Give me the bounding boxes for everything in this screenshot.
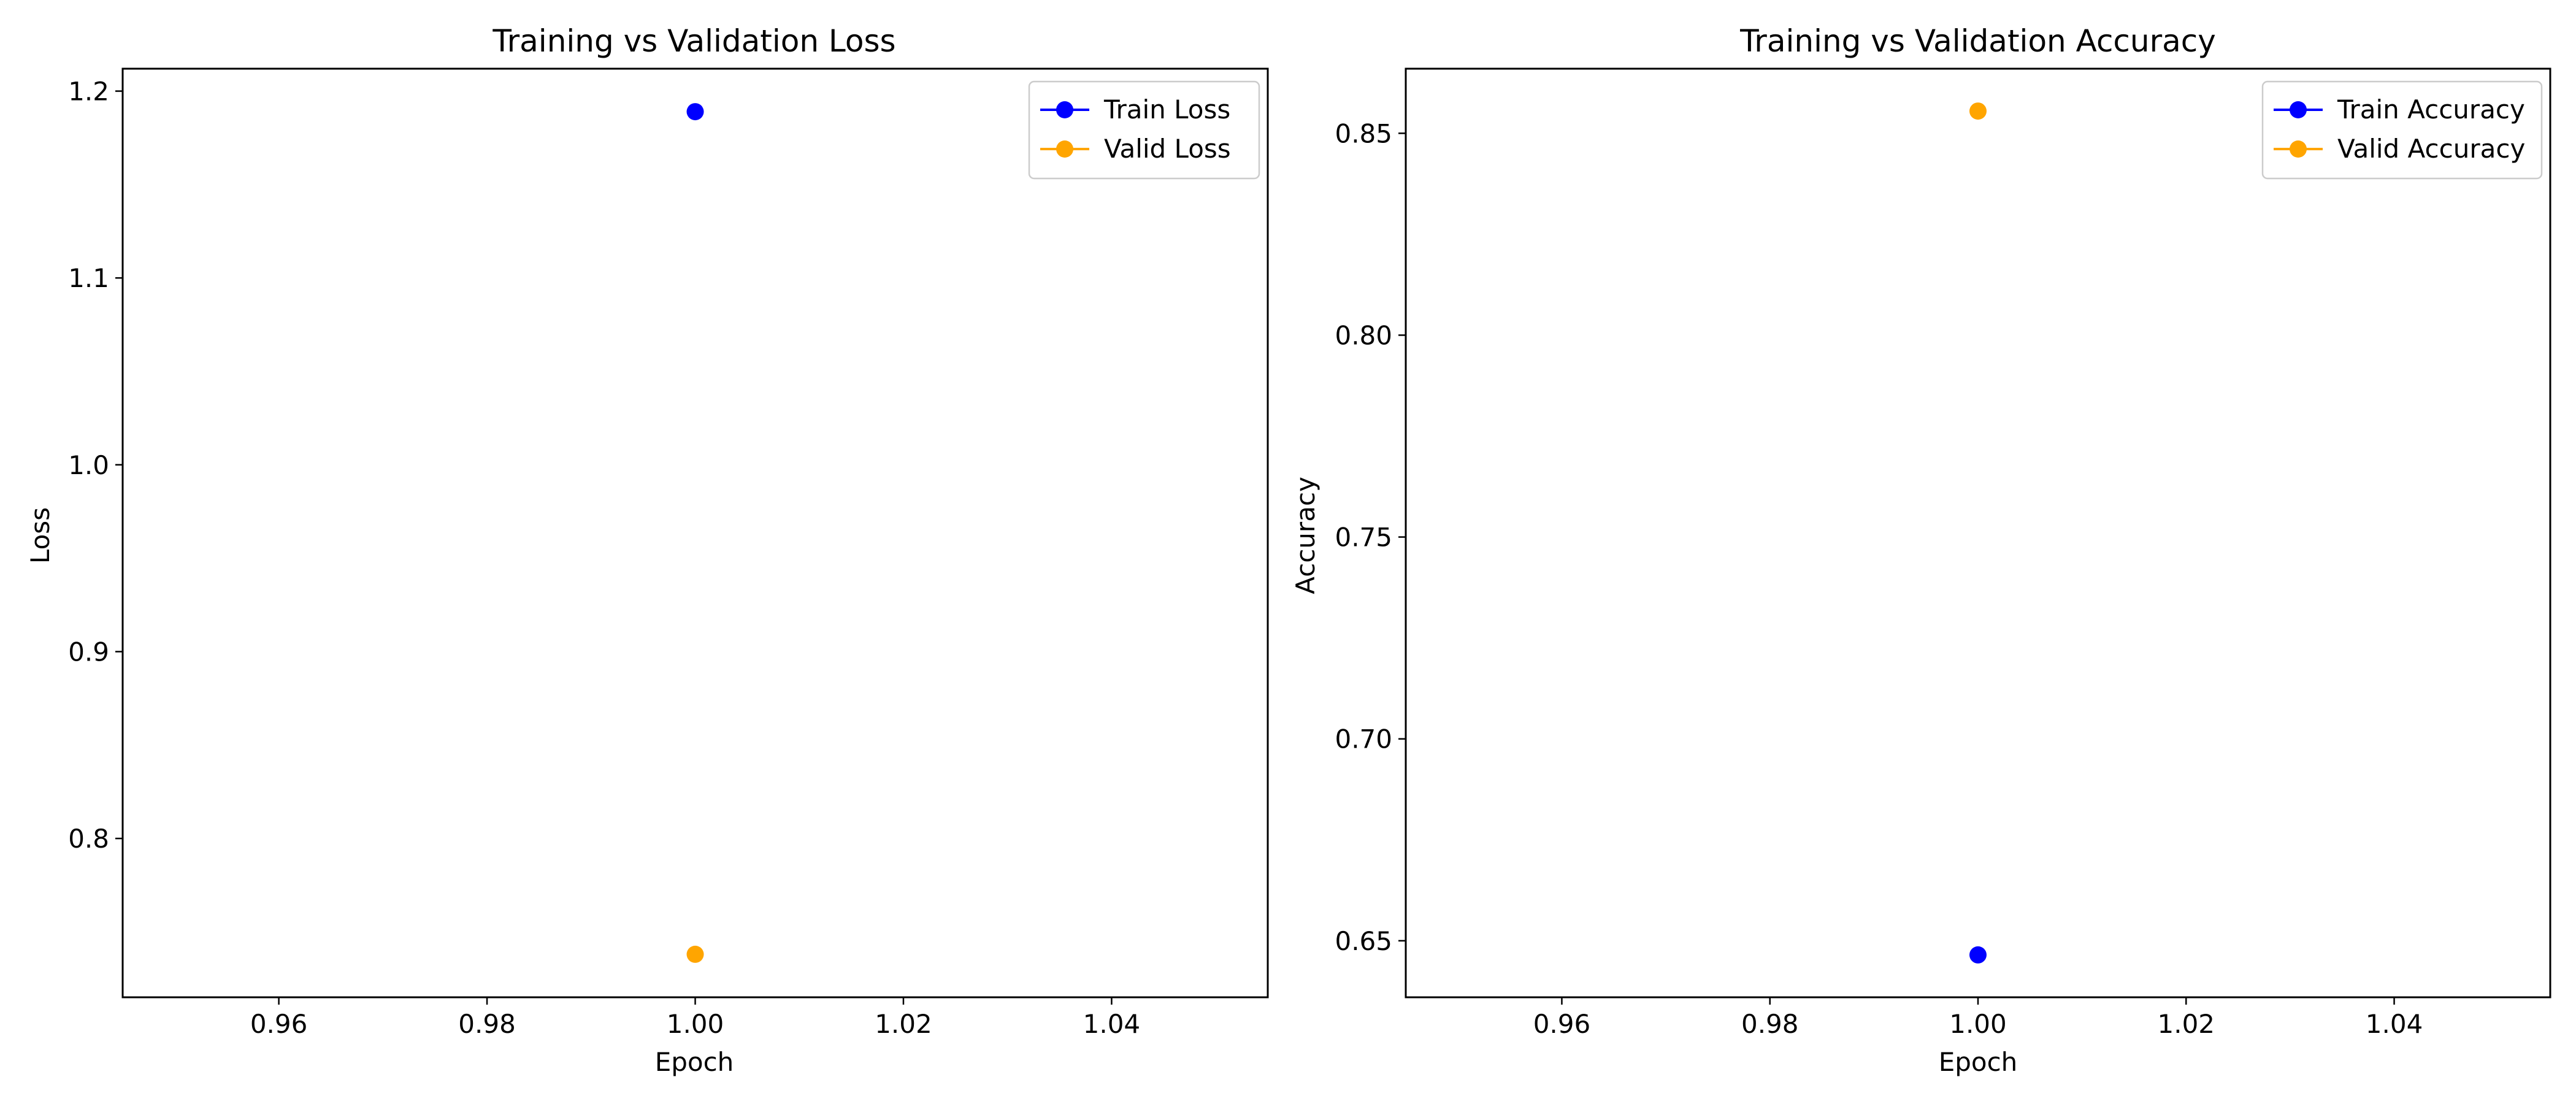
loss-legend-box — [1028, 80, 1260, 180]
accuracy-legend-label: Valid Accuracy — [2337, 134, 2525, 164]
accuracy-y-tick-label: 0.85 — [1335, 118, 1392, 148]
loss-x-tick-label: 0.96 — [250, 1009, 308, 1039]
loss-y-tick-label: 1.1 — [68, 263, 109, 293]
loss-y-tick-label: 1.2 — [68, 77, 109, 107]
loss-y-tick-label: 1.0 — [68, 450, 109, 480]
loss-x-tick-label: 1.02 — [875, 1009, 932, 1039]
accuracy-chart-title: Training vs Validation Accuracy — [1739, 23, 2216, 59]
accuracy-y-axis-label: Accuracy — [1290, 477, 1321, 594]
loss-x-axis-label: Epoch — [655, 1047, 734, 1077]
loss-legend-label: Valid Loss — [1104, 134, 1231, 164]
loss-legend-marker — [1056, 101, 1073, 118]
accuracy-x-tick-label: 0.98 — [1741, 1009, 1799, 1039]
loss-point-valid — [686, 945, 704, 963]
accuracy-y-tick-label: 0.70 — [1335, 724, 1392, 754]
accuracy-legend-marker — [2290, 140, 2307, 158]
accuracy-x-tick-label: 1.00 — [1949, 1009, 2007, 1039]
accuracy-legend-marker — [2290, 101, 2307, 118]
accuracy-legend-label: Train Accuracy — [2337, 94, 2525, 125]
accuracy-point-valid — [1969, 102, 1987, 120]
loss-x-tick-label: 0.98 — [458, 1009, 516, 1039]
accuracy-x-axis-label: Epoch — [1939, 1047, 2018, 1077]
loss-legend-label: Train Loss — [1103, 94, 1230, 125]
accuracy-x-tick-label: 1.02 — [2158, 1009, 2215, 1039]
loss-y-tick-label: 0.9 — [68, 637, 109, 667]
loss-plot-area: 0.96 0.98 1.00 1.02 1.04 0.8 0.9 1.0 1.1 1.2 Train… — [68, 67, 1269, 1039]
accuracy-x-tick-label: 0.96 — [1533, 1009, 1591, 1039]
loss-point-train — [686, 103, 704, 121]
accuracy-y-tick-label: 0.75 — [1335, 523, 1392, 553]
accuracy-plot-area: 0.96 0.98 1.00 1.02 1.04 0.65 0.70 0.75 0.80 0.85… — [1335, 67, 2551, 1039]
loss-chart: Training vs Validation Loss 0.96 0.98 1.00… — [25, 23, 1269, 1077]
loss-chart-title: Training vs Validation Loss — [492, 23, 895, 59]
loss-x-tick-label: 1.00 — [667, 1009, 724, 1039]
accuracy-legend-box — [2261, 80, 2543, 180]
accuracy-chart: Training vs Validation Accuracy 0.96 0.98… — [1290, 23, 2551, 1077]
accuracy-y-tick-label: 0.65 — [1335, 926, 1392, 956]
accuracy-x-tick-label: 1.04 — [2366, 1009, 2423, 1039]
accuracy-y-tick-label: 0.80 — [1335, 320, 1392, 350]
loss-legend-marker — [1056, 140, 1073, 158]
loss-y-axis-label: Loss — [25, 507, 55, 564]
loss-x-tick-label: 1.04 — [1083, 1009, 1141, 1039]
accuracy-point-train — [1969, 946, 1987, 964]
loss-y-tick-label: 0.8 — [68, 824, 109, 854]
